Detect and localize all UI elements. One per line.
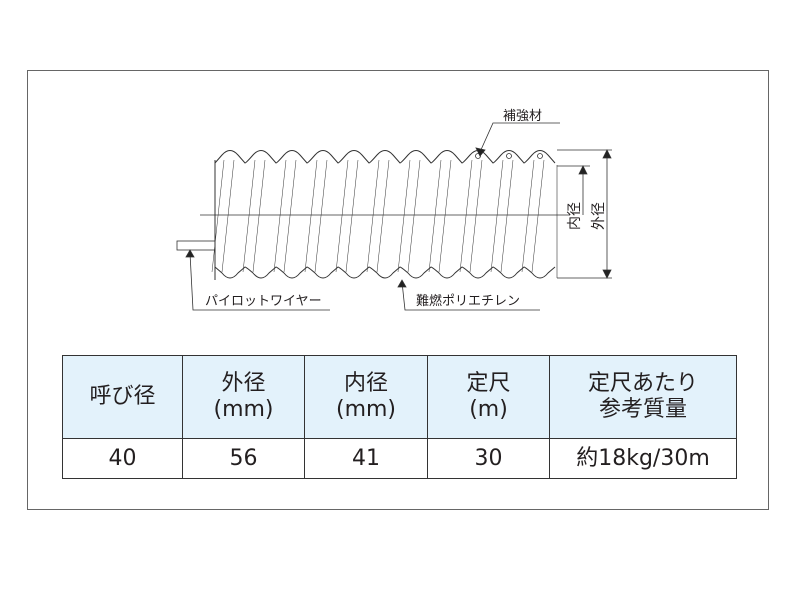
helix-line bbox=[397, 159, 411, 273]
helix-line bbox=[500, 159, 514, 273]
helix-line bbox=[335, 159, 349, 273]
helix-line bbox=[531, 159, 545, 273]
helix-line bbox=[428, 159, 442, 273]
helix-line bbox=[252, 159, 266, 273]
reinforcement-wire-icon bbox=[506, 153, 512, 159]
cell-outer: 56 bbox=[182, 438, 305, 479]
cell-length: 30 bbox=[427, 438, 550, 479]
label-outer-diameter: 外径 bbox=[591, 202, 607, 230]
leader-reinforcement bbox=[479, 122, 560, 153]
cell-inner: 41 bbox=[304, 438, 428, 479]
helix-line bbox=[304, 159, 318, 273]
header-nominal: 呼び径 bbox=[62, 355, 183, 439]
dimension-arrow-icon bbox=[602, 149, 612, 279]
helix-line bbox=[273, 159, 287, 273]
header-inner: 内径 (mm) bbox=[304, 355, 428, 439]
helix-line bbox=[469, 159, 483, 273]
helix-line bbox=[314, 159, 328, 273]
figure-frame bbox=[27, 70, 769, 510]
header-outer: 外径 (mm) bbox=[182, 355, 305, 439]
leader-material bbox=[401, 281, 540, 311]
helix-line bbox=[438, 159, 452, 273]
leader-arrow-icon bbox=[475, 147, 486, 157]
reinforcement-wire-icon bbox=[537, 153, 543, 159]
helix-line bbox=[211, 159, 225, 273]
helix-line bbox=[376, 159, 390, 273]
label-pilot-wire: パイロットワイヤー bbox=[205, 294, 322, 309]
helix-line bbox=[283, 159, 297, 273]
spec-table: 呼び径 外径 (mm) 内径 (mm) 定尺 (m) 定尺あたり 参考質量 40 56 … bbox=[62, 355, 737, 479]
dimension-arrow-icon bbox=[578, 165, 588, 175]
leader-arrow-icon bbox=[185, 249, 195, 258]
pilot-wire bbox=[176, 240, 216, 251]
table-row: 40 56 41 30 約18kg/30m bbox=[62, 438, 737, 479]
helix-line bbox=[366, 159, 380, 273]
cell-weight: 約18kg/30m bbox=[549, 438, 737, 479]
hose-bottom-ridges bbox=[214, 266, 556, 279]
label-inner-diameter: 内径 bbox=[567, 202, 583, 230]
label-reinforcement: 補強材 bbox=[503, 109, 543, 124]
hose-top-ridges bbox=[214, 150, 556, 164]
leader-pilot-wire bbox=[189, 252, 330, 311]
label-material: 難燃ポリエチレン bbox=[416, 294, 521, 309]
leader-arrow-icon bbox=[397, 279, 407, 288]
helix-line bbox=[490, 159, 504, 273]
helix-line bbox=[459, 159, 473, 273]
helix-line bbox=[521, 159, 535, 273]
header-length: 定尺 (m) bbox=[427, 355, 550, 439]
helix-line bbox=[407, 159, 421, 273]
helix-line bbox=[242, 159, 256, 273]
cell-nominal: 40 bbox=[62, 438, 183, 479]
header-weight: 定尺あたり 参考質量 bbox=[549, 355, 737, 439]
helix-line bbox=[221, 159, 235, 273]
helix-line bbox=[345, 159, 359, 273]
